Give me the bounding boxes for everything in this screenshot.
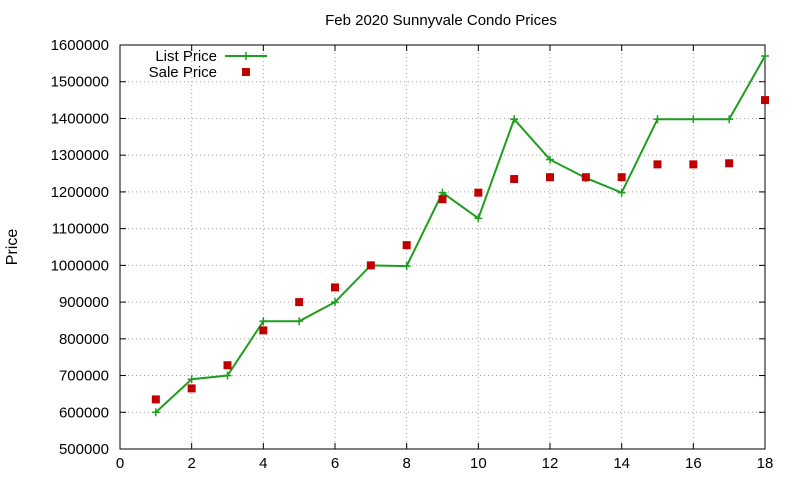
y-tick-label: 1200000	[51, 184, 109, 201]
list-price-point	[761, 52, 769, 61]
plot-frame	[119, 44, 766, 450]
x-tick-label: 2	[187, 455, 195, 472]
x-tick-label: 18	[757, 455, 774, 472]
list-price-point	[259, 317, 268, 326]
y-tick-label: 1400000	[51, 110, 109, 127]
list-price-point	[295, 317, 304, 326]
list-price-point	[402, 262, 411, 271]
list-price-point	[510, 115, 519, 124]
list-price-point	[725, 115, 734, 124]
sale-price-point	[438, 195, 447, 204]
sale-price-point	[259, 326, 268, 335]
sale-price-point	[151, 395, 160, 404]
legend-square-marker	[242, 68, 250, 76]
x-tick-label: 16	[685, 455, 702, 472]
y-tick-label: 600000	[59, 404, 109, 421]
y-tick-label: 700000	[59, 368, 109, 385]
legend-plus-marker	[242, 52, 250, 60]
sale-price-point	[474, 188, 483, 197]
sale-price-point	[510, 175, 519, 184]
x-tick-label: 14	[613, 455, 630, 472]
list-price-point	[151, 408, 160, 417]
y-axis-tick-labels: 500000 600000 700000 800000 900000 1000000 110…	[51, 37, 109, 458]
sale-price-point	[223, 361, 232, 370]
sale-price-point	[581, 173, 590, 182]
grid	[120, 45, 765, 449]
y-tick-label: 900000	[59, 294, 109, 311]
x-tick-label: 8	[402, 455, 410, 472]
y-tick-label: 500000	[59, 441, 109, 458]
sale-price-point	[187, 384, 196, 393]
x-tick-label: 0	[116, 455, 124, 472]
sale-price-point	[725, 159, 734, 168]
list-price-point	[617, 188, 626, 197]
legend-label-list-price: List Price	[155, 48, 217, 65]
y-tick-label: 1300000	[51, 147, 109, 164]
y-tick-label: 1000000	[51, 257, 109, 274]
legend-swatch-list-price	[225, 52, 267, 60]
sale-price-point	[331, 283, 339, 292]
sale-price-point	[617, 173, 626, 182]
legend-label-sale-price: Sale Price	[149, 64, 217, 81]
list-price-point	[331, 298, 339, 307]
y-axis-label: Price	[4, 229, 21, 266]
y-tick-label: 1600000	[51, 37, 109, 54]
list-price-point	[187, 375, 196, 384]
x-tick-label: 6	[331, 455, 339, 472]
list-price-point	[546, 155, 554, 164]
sale-price-point	[402, 241, 411, 250]
legend-swatch-sale-price	[242, 68, 250, 76]
y-tick-label: 800000	[59, 331, 109, 348]
y-tick-label: 1500000	[51, 74, 109, 91]
sale-price-point	[295, 298, 304, 307]
sale-price-point	[689, 160, 698, 169]
list-price-point	[223, 371, 232, 380]
chart-title: Feb 2020 Sunnyvale Condo Prices	[325, 12, 557, 29]
x-tick-label: 4	[259, 455, 267, 472]
x-tick-label: 12	[542, 455, 559, 472]
list-price-line	[155, 55, 766, 414]
list-price-point	[653, 115, 662, 124]
sale-price-point	[546, 173, 554, 182]
axis-ticks	[119, 44, 766, 450]
list-price-point	[474, 214, 483, 223]
series	[151, 52, 769, 417]
x-axis-tick-labels: 0 2 4 6 8 10 12 14 16 18	[116, 455, 774, 472]
sale-price-point	[653, 160, 662, 169]
y-tick-label: 1100000	[52, 221, 109, 238]
x-tick-label: 10	[470, 455, 487, 472]
sale-price-point	[366, 261, 375, 270]
legend: List Price Sale Price	[149, 48, 267, 81]
list-price-point	[689, 115, 698, 124]
sale-price-point	[761, 96, 769, 105]
